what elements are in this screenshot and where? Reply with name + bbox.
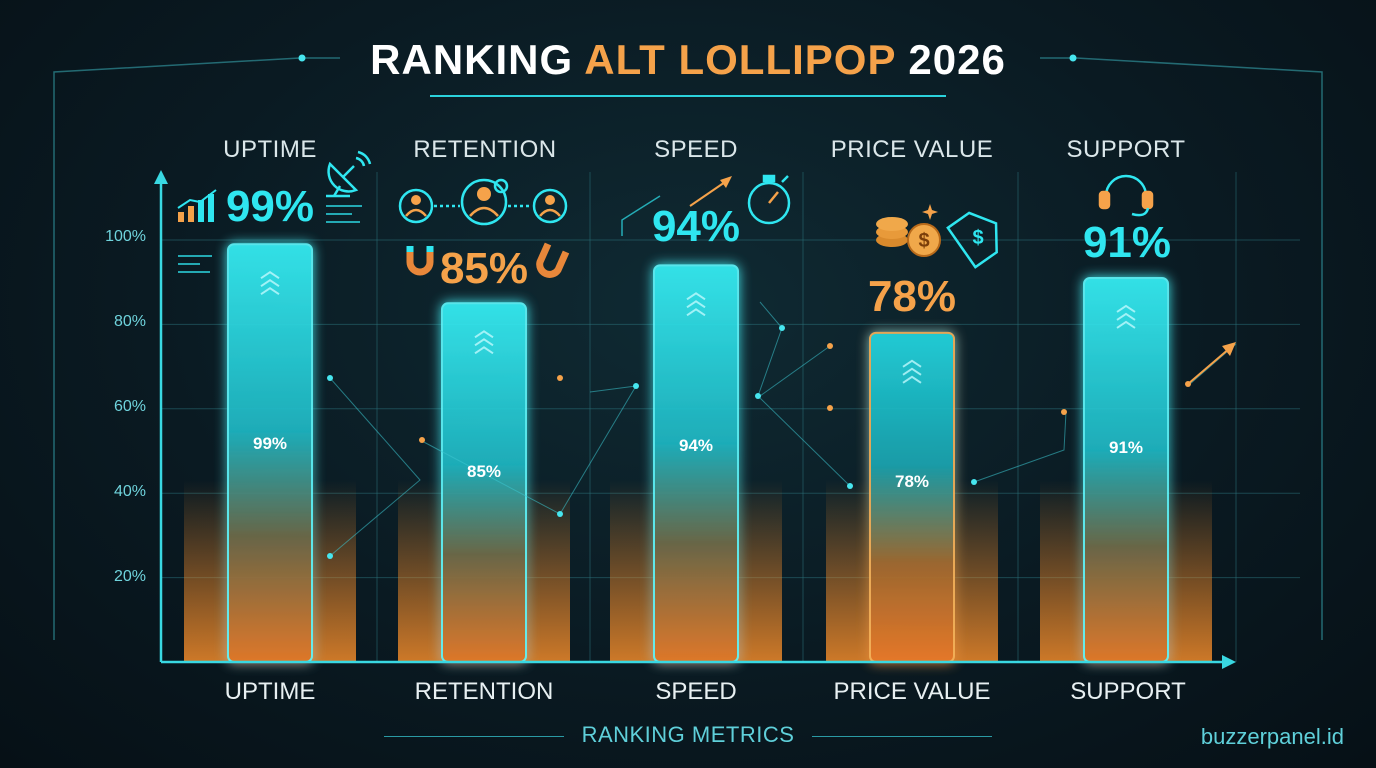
big-value-price-value: 78% [867,272,957,321]
headset-icon [1098,174,1154,217]
category-header-uptime: UPTIME [223,136,317,163]
x-axis-title-text: RANKING METRICS [581,722,795,747]
trend-arrow-head [1222,342,1236,356]
orange-dots [419,343,1191,443]
big-value-support: 91% [1082,218,1172,267]
bar-label-price-value: 78% [894,472,930,491]
title-part-3: 2026 [908,36,1006,83]
watermark: buzzerpanel.id [1200,724,1344,749]
bar-retention [441,302,527,663]
bar-chevron [474,338,494,347]
bars-group [184,243,1212,663]
bar-chevron [1116,304,1136,313]
growth-chart-icon [177,189,217,222]
y-tick-label: 80% [113,313,146,330]
bar-chevron [260,271,280,280]
satellite-dish-icon [326,150,372,198]
speed-arrow-head [720,176,732,188]
y-tick-label: 20% [113,568,146,585]
category-header-price-value: PRICE VALUE [830,136,994,163]
magnet-icon [536,242,570,278]
network-dots [327,325,977,559]
bar-chevron [686,292,706,301]
bar-chevron [686,300,706,309]
bar-chevron [474,330,494,339]
users-icon [398,178,568,226]
network-lines [329,301,1237,557]
x-tick-retention: RETENTION [414,678,554,705]
x-tick-speed: SPEED [655,678,737,705]
x-axis-title: RANKING METRICS [0,722,1376,748]
bar-label-uptime: 99% [252,434,288,453]
bar-chevron [260,279,280,288]
frame-lines [53,57,1323,640]
y-tick-label: 60% [113,398,146,415]
text-lines-decor [178,205,362,273]
big-value-uptime: 99% [225,182,315,231]
sparkle-icon [922,204,938,220]
bar-chevron [902,359,922,368]
bar-price-value [869,331,955,663]
x-axis-arrow [1222,655,1236,669]
speed-decor [621,195,661,236]
y-axis-arrow [154,170,168,184]
bar-chevron [686,308,706,317]
frame-dot [1069,54,1077,62]
bar-chevron [474,346,494,355]
bar-label-speed: 94% [678,436,714,455]
y-tick-label: 100% [105,228,146,245]
bar-support [1083,276,1169,663]
x-tick-support: SUPPORT [1070,678,1186,705]
big-value-retention: 85% [439,244,529,293]
y-tick-label: 40% [113,483,146,500]
x-tick-uptime: UPTIME [224,678,316,705]
big-value-speed: 94% [651,202,741,251]
bar-label-support: 91% [1108,438,1144,457]
page-title: RANKING ALT LOLLIPOP 2026 [0,36,1376,84]
bar-label-retention: 85% [466,462,502,481]
stopwatch-icon [747,174,791,225]
bar-chevron [902,367,922,376]
category-header-speed: SPEED [654,136,738,163]
title-part-1: RANKING [370,36,574,83]
title-part-2: ALT LOLLIPOP [584,36,896,83]
bar-chevron [260,287,280,296]
coins-icon: $ [876,217,941,257]
svg-text:$: $ [918,230,929,252]
bar-speed [653,264,739,663]
x-tick-price-value: PRICE VALUE [833,678,991,705]
trend-arrow-line [1187,347,1231,385]
bar-chevron [1116,320,1136,329]
category-header-retention: RETENTION [413,136,557,163]
bar-chevron [1116,312,1136,321]
category-header-support: SUPPORT [1066,136,1186,163]
frame-dot [298,54,306,62]
speed-arrow [689,179,729,207]
svg-text:$: $ [972,227,983,249]
price-tag-icon: $ [946,211,998,269]
magnet-icon [406,246,434,276]
bar-chevron [902,375,922,384]
